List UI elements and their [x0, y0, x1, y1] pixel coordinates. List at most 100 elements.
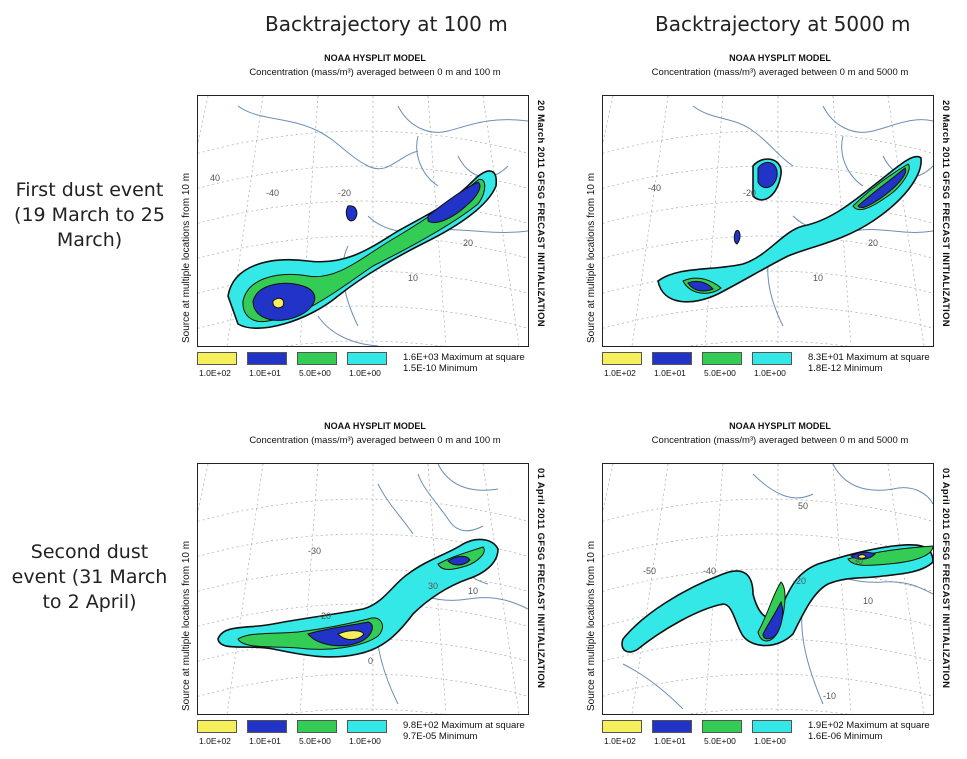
maximum-value: 1.6E+03 Maximum at square — [403, 352, 525, 363]
graticule-label: -20 — [318, 611, 331, 621]
longitude-gridline — [631, 464, 669, 714]
legend-level-label: 5.0E+00 — [299, 736, 331, 746]
contour-yellow — [337, 630, 365, 641]
legend-level-label: 1.0E+02 — [604, 736, 636, 746]
latitude-gridline — [603, 498, 933, 522]
model-title: NOAA HYSPLIT MODEL — [324, 421, 426, 431]
maximum-value: 9.8E+02 Maximum at square — [403, 720, 525, 731]
maximum-value: 1.9E+02 Maximum at square — [808, 720, 930, 731]
graticule-label: -20 — [338, 188, 351, 198]
graticule-label: -10 — [823, 691, 836, 701]
concentration-map: 50 -50 -40 -20 30 10 -10 — [602, 463, 934, 715]
minimum-value: 1.8E-12 Minimum — [808, 363, 883, 374]
minimum-value: 9.7E-05 Minimum — [403, 731, 478, 742]
contour-yellow — [857, 554, 867, 559]
longitude-gridline — [631, 96, 669, 346]
source-location-label: Source at multiple locations from 10 m — [181, 540, 192, 711]
legend-level-label: 1.0E+02 — [199, 736, 231, 746]
concentration-map: -30 30 -20 0 10 — [197, 463, 529, 715]
graticule-label: 10 — [813, 273, 823, 283]
legend-level-label: 1.0E+02 — [199, 368, 231, 378]
legend-level-label: 1.0E+01 — [249, 736, 281, 746]
graticule-label: 20 — [463, 238, 473, 248]
contour-blue — [687, 161, 907, 292]
latitude-gridline — [687, 708, 849, 714]
legend-swatch — [752, 720, 792, 733]
longitude-gridline — [832, 464, 852, 714]
source-location-label: Source at multiple locations from 10 m — [586, 540, 597, 711]
panel-second-event-5000m: NOAA HYSPLIT MODEL Concentration (mass/m³… — [585, 413, 967, 746]
legend-swatch — [602, 352, 642, 365]
map-svg: -40 -20 10 20 — [603, 96, 933, 346]
map-svg: 40 -40 -20 10 20 — [198, 96, 528, 346]
legend-level-label: 5.0E+00 — [299, 368, 331, 378]
longitude-gridline — [603, 96, 614, 144]
concentration-label: Concentration (mass/m³) averaged between… — [651, 435, 909, 446]
legend-swatch — [652, 720, 692, 733]
legend-level-label: 1.0E+02 — [604, 368, 636, 378]
source-location-label: Source at multiple locations from 10 m — [586, 172, 597, 343]
contour-blue — [307, 555, 471, 647]
graticule-label: -40 — [703, 566, 716, 576]
map-svg: 50 -50 -40 -20 30 10 -10 — [603, 464, 933, 714]
legend-swatch — [197, 352, 237, 365]
concentration-legend: 1.0E+02 1.0E+01 5.0E+00 1.0E+00 8.3E+01 Maxi… — [602, 352, 967, 382]
legend-level-label: 5.0E+00 — [704, 736, 736, 746]
contour-green — [682, 163, 910, 294]
initialization-label: 20 March 2011 GFSG FRECAST INITIALIZATIO… — [940, 100, 951, 327]
legend-level-label: 1.0E+01 — [654, 736, 686, 746]
concentration-legend: 1.0E+02 1.0E+01 5.0E+00 1.0E+00 1.6E+03 Maxi… — [197, 352, 577, 382]
concentration-map: -40 -20 10 20 — [602, 95, 934, 347]
contour-cyan — [217, 538, 499, 658]
legend-level-label: 1.0E+00 — [349, 736, 381, 746]
longitude-gridline — [198, 96, 209, 144]
longitude-gridline — [299, 464, 319, 714]
graticule-label: -20 — [793, 576, 806, 586]
graticule-label: 20 — [868, 238, 878, 248]
latitude-gridline — [282, 708, 444, 714]
concentration-legend: 1.0E+02 1.0E+01 5.0E+00 1.0E+00 9.8E+02 Maxi… — [197, 720, 577, 750]
latitude-gridline — [198, 673, 528, 697]
initialization-label: 01 April 2011 GFSG FRECAST INITIALIZATIO… — [535, 468, 546, 689]
latitude-gridline — [198, 498, 528, 522]
legend-swatch — [347, 720, 387, 733]
legend-level-label: 1.0E+00 — [754, 368, 786, 378]
graticule-label: 30 — [428, 581, 438, 591]
graticule-label: 10 — [468, 586, 478, 596]
longitude-gridline — [603, 464, 614, 512]
legend-swatch — [197, 720, 237, 733]
graticule-label: -40 — [648, 183, 661, 193]
coastline — [376, 464, 528, 705]
graticule-label: 30 — [853, 556, 863, 566]
model-title: NOAA HYSPLIT MODEL — [324, 53, 426, 63]
graticule-label: -20 — [743, 188, 756, 198]
panel-first-event-5000m: NOAA HYSPLIT MODEL Concentration (mass/m³… — [585, 45, 967, 378]
legend-swatch — [347, 352, 387, 365]
latitude-gridline — [198, 130, 528, 154]
latitude-gridline — [603, 305, 933, 329]
row-label-first-dust-event: First dust event (19 March to 25 March) — [14, 179, 165, 251]
contour-cyan — [657, 155, 922, 303]
concentration-label: Concentration (mass/m³) averaged between… — [249, 435, 501, 446]
longitude-gridline — [482, 96, 520, 346]
longitude-gridline — [887, 464, 925, 714]
graticule-label: -30 — [308, 546, 321, 556]
legend-swatch — [297, 352, 337, 365]
longitude-gridline — [299, 96, 319, 346]
graticule-label: 10 — [408, 273, 418, 283]
longitude-gridline — [198, 464, 209, 512]
legend-swatch — [652, 352, 692, 365]
contour-cyan — [621, 544, 933, 653]
model-title: NOAA HYSPLIT MODEL — [729, 421, 831, 431]
concentration-label: Concentration (mass/m³) averaged between… — [249, 67, 501, 78]
legend-swatch — [247, 720, 287, 733]
panel-first-event-100m: NOAA HYSPLIT MODEL Concentration (mass/m³… — [180, 45, 570, 378]
legend-level-label: 1.0E+01 — [654, 368, 686, 378]
model-title: NOAA HYSPLIT MODEL — [729, 53, 831, 63]
longitude-gridline — [482, 464, 520, 714]
graticule-label: 50 — [798, 501, 808, 511]
longitude-gridline — [704, 96, 724, 346]
concentration-label: Concentration (mass/m³) averaged between… — [651, 67, 909, 78]
legend-swatch — [752, 352, 792, 365]
minimum-value: 1.5E-10 Minimum — [403, 363, 478, 374]
